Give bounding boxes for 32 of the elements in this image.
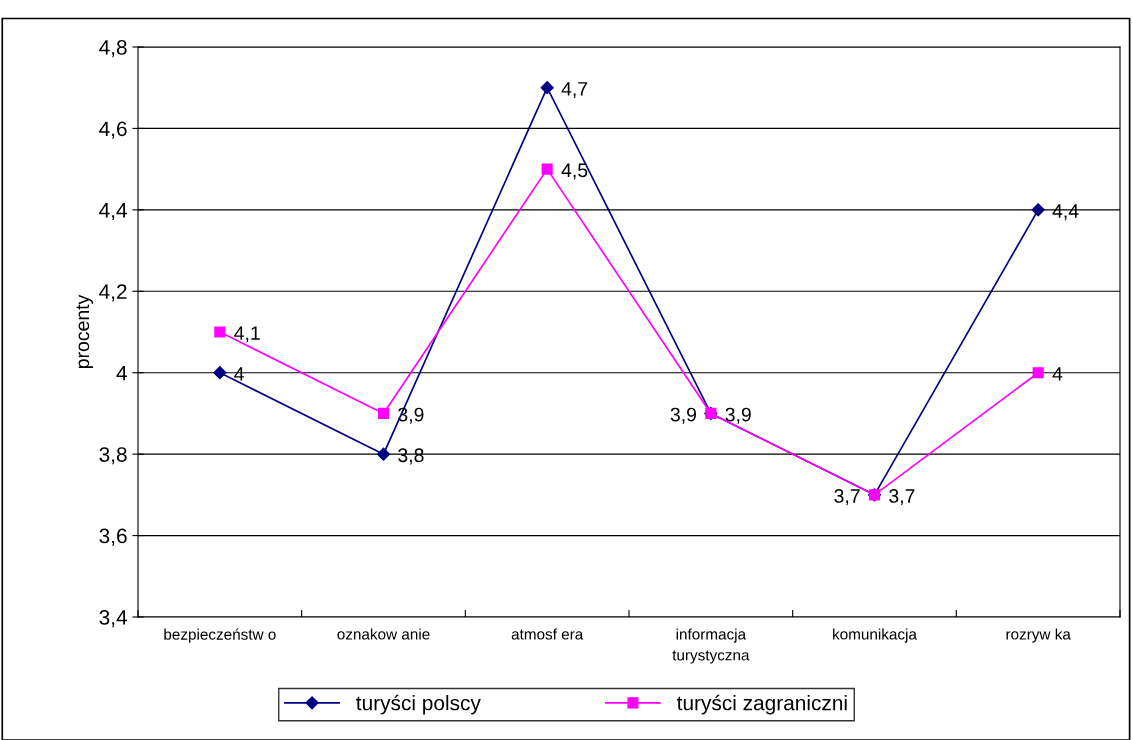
- data-label: 3,9: [725, 407, 751, 424]
- data-label: 3,7: [889, 489, 915, 506]
- y-tick-label: 4: [116, 365, 127, 381]
- data-label: 4,1: [234, 326, 260, 343]
- point: [376, 447, 391, 461]
- y-tick-label: 4,8: [99, 40, 127, 58]
- y-tick-label: 3,6: [99, 528, 127, 546]
- point: [541, 163, 553, 175]
- y-tick-label: 3,4: [99, 610, 127, 628]
- point: [377, 407, 390, 419]
- y-tick-label: 4,4: [99, 203, 127, 221]
- data-label: 3,7: [834, 489, 860, 506]
- data-label: 4,5: [561, 163, 588, 180]
- point: [213, 366, 227, 380]
- x-tick-label: atmosf era: [511, 628, 584, 640]
- y-tick-label: 3,8: [99, 447, 127, 465]
- data-label: 4,7: [561, 82, 588, 99]
- legend-label: turyści zagraniczni: [676, 694, 847, 715]
- x-tick-label: oznakow anie: [337, 628, 430, 640]
- x-tick-label: rozryw ka: [1006, 628, 1071, 643]
- point: [1031, 203, 1045, 217]
- point: [540, 81, 554, 95]
- y-tick-label: 4,6: [99, 121, 127, 139]
- legend-label: turyści polscy: [356, 694, 481, 715]
- data-label: 3,9: [670, 407, 697, 424]
- y-axis-title: procenty: [76, 294, 94, 369]
- x-tick-label: bezpieczeństw o: [164, 628, 276, 643]
- point: [214, 326, 226, 338]
- point: [1032, 367, 1044, 379]
- x-tick-label: komunikacja: [833, 628, 917, 643]
- x-tick-label: informacja turystyczna: [672, 628, 750, 664]
- y-tick-label: 4,2: [99, 284, 127, 302]
